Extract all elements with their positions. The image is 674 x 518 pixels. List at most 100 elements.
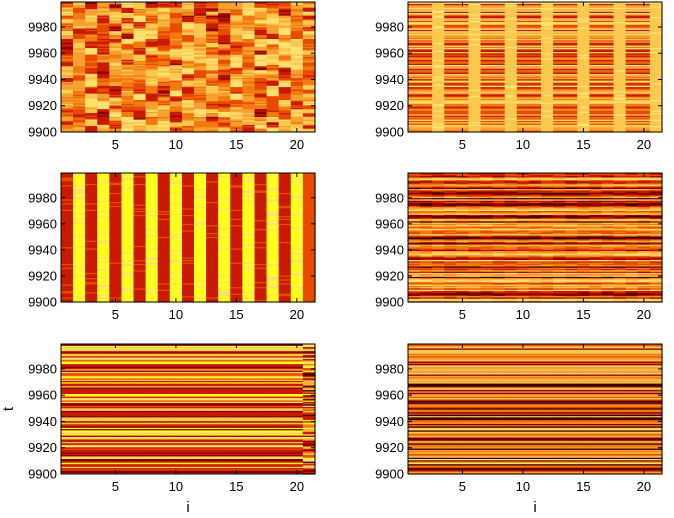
heatmap-cell bbox=[181, 111, 195, 114]
heatmap-cell bbox=[492, 57, 506, 60]
heatmap-cell bbox=[528, 78, 542, 81]
heatmap-cell bbox=[169, 28, 183, 30]
heatmap-cell bbox=[553, 55, 566, 58]
heatmap-cell bbox=[242, 5, 256, 8]
heatmap-cell bbox=[504, 74, 518, 77]
heatmap-cell bbox=[73, 87, 86, 90]
heatmap-cell bbox=[157, 60, 171, 63]
heatmap-cell bbox=[121, 85, 135, 88]
heatmap-cell bbox=[492, 119, 506, 121]
heatmap-cell bbox=[516, 20, 530, 23]
heatmap-cell bbox=[266, 2, 280, 4]
heatmap-cell bbox=[290, 78, 304, 81]
heatmap-cell bbox=[278, 82, 292, 85]
heatmap-cell bbox=[61, 76, 74, 78]
heatmap-cell bbox=[169, 78, 183, 81]
heatmap-cell bbox=[73, 18, 86, 21]
heatmap-cell bbox=[553, 17, 566, 20]
heatmap-cell bbox=[194, 124, 207, 127]
heatmap-cell bbox=[278, 119, 292, 121]
heatmap-cell bbox=[290, 30, 304, 33]
heatmap-cell bbox=[541, 74, 554, 77]
heatmap-cell bbox=[266, 103, 280, 106]
heatmap-cell bbox=[85, 57, 98, 60]
heatmap-cell bbox=[266, 111, 280, 114]
heatmap-cell bbox=[278, 9, 292, 12]
heatmap-cell bbox=[121, 60, 135, 63]
heatmap-cell bbox=[528, 81, 542, 84]
heatmap-cell bbox=[181, 87, 195, 90]
heatmap-cell bbox=[302, 4, 316, 7]
heatmap-cell bbox=[565, 124, 578, 127]
heatmap-cell bbox=[420, 51, 433, 54]
heatmap-cell bbox=[302, 18, 316, 21]
heatmap-cell bbox=[468, 21, 482, 24]
heatmap-cell bbox=[492, 21, 506, 24]
heatmap-cell bbox=[492, 89, 506, 91]
heatmap-cell bbox=[254, 87, 268, 90]
heatmap-cell bbox=[181, 70, 195, 73]
heatmap-cell bbox=[516, 90, 530, 93]
heatmap-cell bbox=[302, 80, 316, 82]
heatmap-cell bbox=[278, 104, 292, 107]
heatmap-cell bbox=[541, 129, 554, 132]
heatmap-cell bbox=[254, 69, 268, 72]
heatmap-cell bbox=[169, 60, 183, 63]
heatmap-cell bbox=[528, 74, 542, 77]
heatmap-cell bbox=[278, 61, 292, 64]
heatmap-cell bbox=[218, 12, 231, 15]
heatmap-cell bbox=[456, 15, 470, 17]
heatmap-cell bbox=[169, 125, 183, 128]
heatmap-cell bbox=[181, 86, 195, 89]
heatmap-cell bbox=[432, 77, 445, 80]
heatmap-cell bbox=[420, 70, 433, 73]
heatmap-cell bbox=[290, 80, 304, 82]
heatmap-cell bbox=[528, 68, 542, 71]
heatmap-cell bbox=[133, 126, 147, 129]
heatmap-cell bbox=[133, 69, 147, 72]
heatmap-cell bbox=[444, 124, 457, 127]
heatmap-cell bbox=[85, 22, 98, 25]
heatmap-cell bbox=[565, 29, 578, 32]
heatmap-cell bbox=[133, 34, 147, 37]
heatmap-cell bbox=[266, 20, 280, 23]
heatmap-cell bbox=[194, 20, 207, 23]
heatmap-cell bbox=[242, 108, 256, 111]
heatmap-cell bbox=[242, 96, 256, 99]
heatmap-cell bbox=[206, 12, 219, 15]
heatmap-cell bbox=[432, 39, 445, 42]
heatmap-cell bbox=[194, 33, 207, 36]
heatmap-cell bbox=[408, 111, 421, 114]
heatmap-cell bbox=[218, 4, 231, 7]
heatmap-cell bbox=[206, 15, 219, 17]
heatmap-cell bbox=[157, 5, 171, 8]
heatmap-cell bbox=[468, 25, 482, 28]
heatmap-cell bbox=[133, 46, 147, 49]
heatmap-cell bbox=[169, 69, 183, 72]
heatmap-cell bbox=[157, 15, 171, 17]
heatmap-cell bbox=[408, 70, 421, 73]
heatmap-cell bbox=[133, 109, 147, 112]
heatmap-cell bbox=[468, 74, 482, 77]
heatmap-cell bbox=[181, 46, 195, 49]
heatmap-cell bbox=[181, 83, 195, 86]
heatmap-cell bbox=[290, 38, 304, 41]
heatmap-cell bbox=[516, 47, 530, 50]
heatmap-cell bbox=[157, 12, 171, 15]
heatmap-cell bbox=[206, 85, 219, 88]
heatmap-cell bbox=[302, 47, 316, 50]
heatmap-cell bbox=[85, 13, 98, 16]
heatmap-cell bbox=[109, 93, 123, 95]
heatmap-cell bbox=[541, 102, 554, 104]
heatmap-cell bbox=[121, 99, 135, 102]
heatmap-cell bbox=[254, 3, 268, 6]
heatmap-cell bbox=[444, 115, 457, 117]
heatmap-cell bbox=[565, 83, 578, 86]
heatmap-cell bbox=[492, 37, 506, 39]
heatmap-cell bbox=[468, 47, 482, 50]
heatmap-cell bbox=[456, 102, 470, 104]
heatmap-cell bbox=[181, 121, 195, 124]
heatmap-cell bbox=[480, 31, 494, 34]
heatmap-cell bbox=[302, 21, 316, 24]
heatmap-cell bbox=[230, 122, 244, 125]
